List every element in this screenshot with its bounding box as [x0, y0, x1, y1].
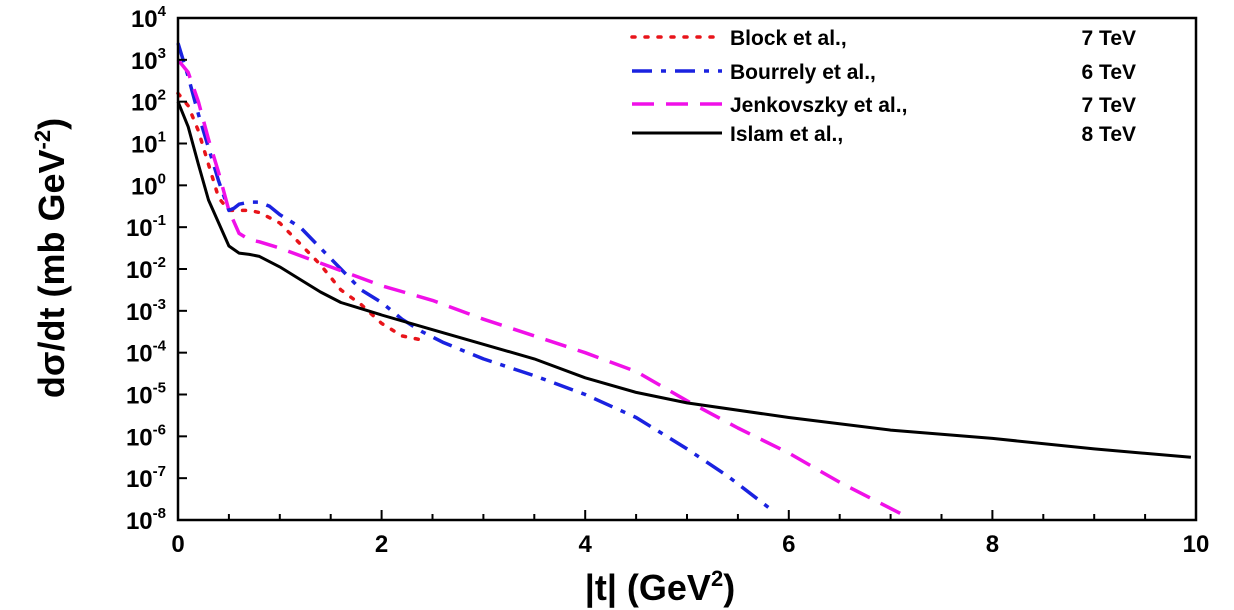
y-tick-label: 101 [131, 129, 166, 159]
legend-label: Jenkovszky et al., [730, 94, 907, 117]
legend-label: Islam et al., [730, 123, 843, 146]
y-tick-label: 104 [131, 3, 167, 33]
series-line-3 [176, 58, 902, 516]
y-tick-label: 102 [131, 87, 166, 117]
y-tick-labels: 104 103 102 101 100 10-1 10-2 10-3 10-4 10-5 10-6 1… [126, 3, 167, 535]
y-tick-label: 10-1 [126, 212, 166, 242]
legend-energy: 7 TeV [1082, 94, 1136, 117]
axis-ticks [177, 17, 1197, 521]
y-tick-label: 10-7 [126, 463, 166, 493]
y-tick-label: 10-3 [126, 296, 166, 326]
legend-label: Bourrely et al., [730, 61, 876, 84]
plot-lines [176, 42, 1192, 516]
y-tick-label: 103 [131, 45, 166, 75]
y-tick-label: 10-8 [126, 505, 166, 535]
x-tick-label: 2 [375, 531, 388, 558]
y-tick-label: 10-5 [126, 380, 166, 410]
legend: Block et al., 7 TeV Bourrely et al., 6 TeV J… [630, 27, 1136, 146]
series-line-2 [176, 42, 770, 509]
series-line-4 [176, 101, 1192, 459]
y-tick-label: 10-6 [126, 421, 166, 451]
x-tick-label: 6 [782, 531, 795, 558]
x-tick-labels: 0 2 4 6 8 10 [171, 531, 1209, 558]
x-tick-label: 10 [1183, 531, 1210, 558]
legend-energy: 6 TeV [1082, 61, 1136, 84]
x-axis-title: |t| (GeV2) [585, 566, 735, 609]
x-tick-label: 8 [986, 531, 999, 558]
y-tick-label: 10-2 [126, 254, 166, 284]
legend-energy: 8 TeV [1082, 123, 1136, 146]
y-tick-label: 10-4 [126, 338, 167, 368]
series-line-1 [176, 91, 425, 342]
legend-label: Block et al., [730, 27, 847, 50]
x-tick-label: 4 [579, 531, 593, 558]
y-axis-title: dσ/dt (mb GeV-2) [30, 118, 72, 398]
y-tick-label: 100 [131, 170, 166, 200]
legend-energy: 7 TeV [1082, 27, 1136, 50]
x-tick-label: 0 [171, 531, 184, 558]
